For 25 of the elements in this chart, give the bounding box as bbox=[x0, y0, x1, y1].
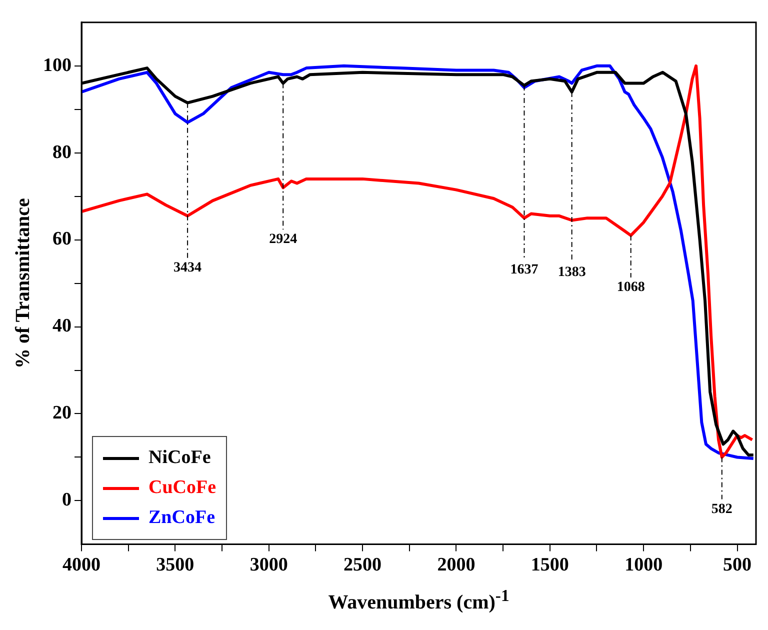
x-axis-title: Wavenumbers (cm)$^{-1}$ bbox=[327, 586, 510, 615]
y-axis-title: % of Transmittance bbox=[12, 198, 34, 368]
x-tick-label: 3000 bbox=[250, 554, 288, 576]
y-tick-label: 40 bbox=[52, 316, 72, 337]
y-tick-label: 0 bbox=[62, 490, 72, 511]
x-tick-label: 1500 bbox=[530, 554, 569, 576]
annotation: 582 bbox=[711, 502, 732, 517]
legend-label: ZnCoFe bbox=[148, 507, 215, 530]
x-tick-label: 2500 bbox=[344, 554, 382, 576]
x-tick-label: 4000 bbox=[62, 554, 100, 576]
x-tick-label: 3500 bbox=[156, 554, 194, 576]
y-tick-label: 80 bbox=[52, 142, 72, 163]
legend-label: NiCoFe bbox=[148, 447, 211, 470]
x-tick-label: 1000 bbox=[624, 554, 663, 576]
annotation: 1383 bbox=[558, 264, 586, 280]
annotation: 1068 bbox=[616, 280, 645, 296]
y-tick-label: 20 bbox=[52, 402, 72, 424]
annotation: 1637 bbox=[510, 262, 538, 278]
y-tick-label: 100 bbox=[43, 54, 72, 76]
legend-label: CuCoFe bbox=[148, 477, 216, 500]
annotation: 3434 bbox=[174, 260, 202, 276]
x-tick-label: 2000 bbox=[437, 554, 476, 576]
annotation: 2924 bbox=[269, 232, 298, 248]
y-tick-label: 60 bbox=[52, 228, 72, 250]
x-tick-label: 500 bbox=[723, 554, 752, 576]
